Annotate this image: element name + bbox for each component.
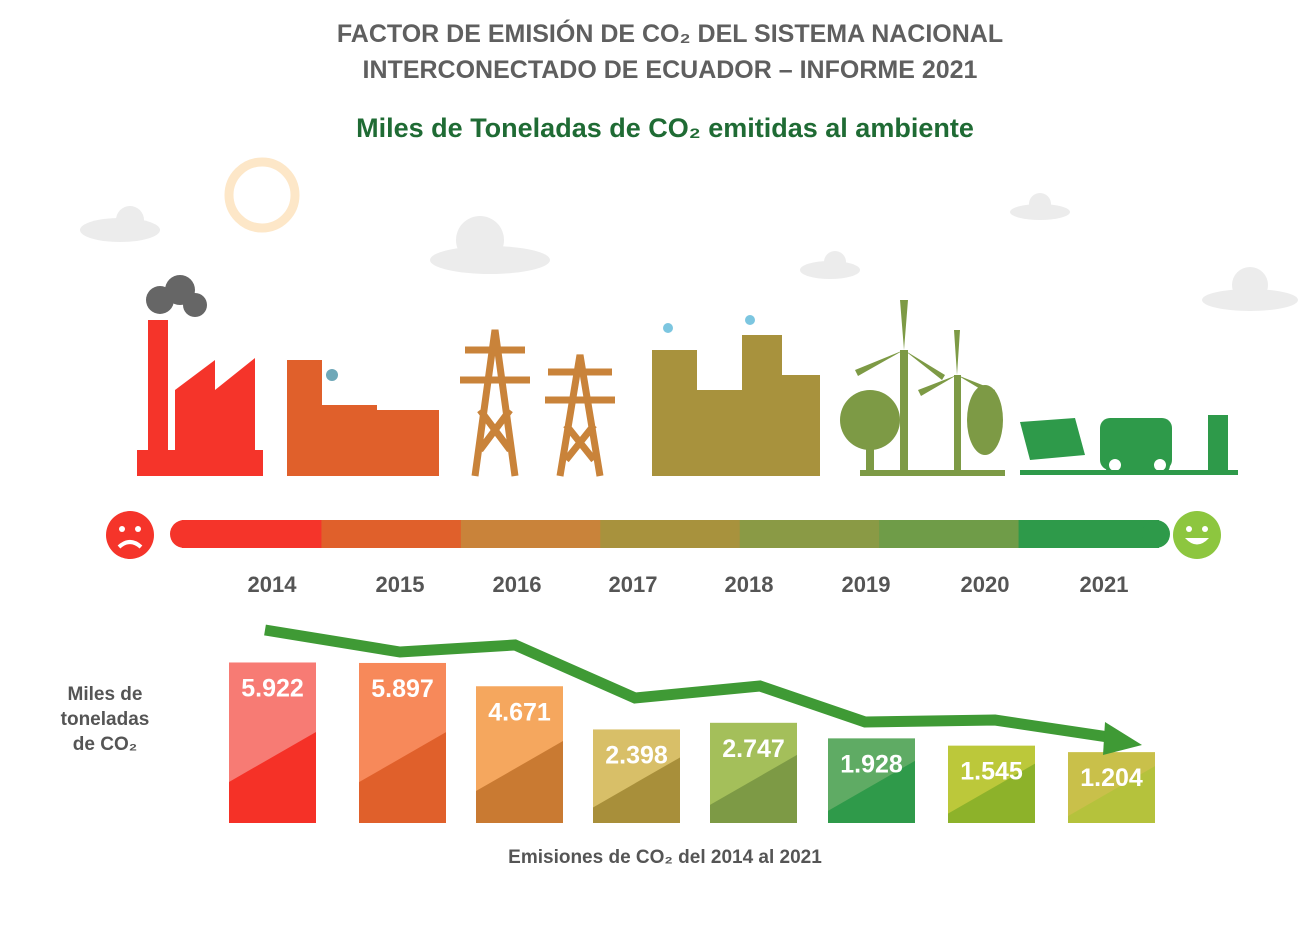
year-label: 2016: [492, 572, 542, 597]
year-label: 2018: [724, 572, 774, 597]
bar-dark: [828, 760, 915, 823]
city-buildings-icon: [652, 315, 820, 476]
emission-scale: [106, 511, 1221, 559]
transmission-tower-icon: [460, 329, 615, 477]
year-label: 2019: [841, 572, 891, 597]
scale-segment: [1018, 520, 1159, 548]
cloud-icon: [80, 193, 1298, 311]
illustration-strip: [80, 157, 1298, 477]
bar-dark: [1068, 766, 1155, 823]
scale-segment: [739, 520, 881, 548]
y-label-line: toneladas: [60, 709, 150, 730]
bar-value-label: 5.922: [241, 674, 304, 702]
year-label: 2021: [1079, 572, 1129, 597]
y-label-line: Miles de: [67, 684, 143, 705]
wind-turbine-icon: [840, 300, 1005, 476]
title-line-2: INTERCONECTADO DE ECUADOR – INFORME 2021: [362, 56, 978, 84]
bar-2014: 5.922: [229, 662, 316, 823]
factory-icon: [137, 275, 263, 476]
happy-face-icon: [1173, 511, 1221, 559]
scale-segment: [879, 520, 1020, 548]
industrial-plant-icon: [287, 360, 439, 476]
bar-dark: [710, 754, 797, 823]
bar-2015: 5.897: [359, 662, 446, 823]
bar-2019: 1.928: [828, 738, 915, 823]
scale-cap: [1142, 520, 1170, 548]
trend-arrowhead-icon: [1103, 722, 1142, 755]
bar-2017: 2.398: [593, 729, 680, 823]
bar-2021: 1.204: [1068, 752, 1155, 823]
subtitle: Miles de Toneladas de CO₂ emitidas al am…: [356, 113, 974, 143]
bar-value-label: 1.545: [960, 758, 1023, 786]
bar-value-label: 2.747: [722, 735, 785, 763]
bar-value-label: 2.398: [605, 741, 668, 769]
bar-chart: 5.922 5.897 4.671 2.398 2.747 1.928 1.545 1.204: [229, 624, 1155, 823]
y-axis-label: Miles de toneladas de CO₂: [40, 682, 170, 757]
title-line-1: FACTOR DE EMISIÓN DE CO₂ DEL SISTEMA NAC…: [336, 20, 1004, 48]
bar-dark: [948, 763, 1035, 823]
sad-face-icon: [106, 511, 154, 559]
bar-2016: 4.671: [476, 686, 563, 823]
trend-line: [264, 624, 1116, 744]
scale-segment: [460, 520, 602, 548]
bar-dark: [593, 757, 680, 823]
year-label: 2020: [960, 572, 1010, 597]
x-axis-label: Emisiones de CO₂ del 2014 al 2021: [508, 847, 822, 868]
bar-dark: [476, 741, 563, 823]
sun-icon: [224, 157, 300, 233]
bar-dark: [229, 732, 316, 823]
scale-cap: [170, 520, 198, 548]
solar-panel-ev-charger-icon: [1020, 415, 1238, 475]
year-label: 2014: [247, 572, 297, 597]
bar-value-label: 5.897: [371, 675, 434, 703]
year-label: 2015: [375, 572, 425, 597]
bar-dark: [359, 732, 446, 823]
scale-segment: [321, 520, 462, 548]
scale-segment: [182, 520, 323, 548]
year-label: 2017: [608, 572, 658, 597]
y-label-line: de CO₂: [72, 734, 138, 755]
scale-segment: [600, 520, 741, 548]
bar-2018: 2.747: [710, 722, 797, 823]
bar-value-label: 4.671: [488, 698, 551, 726]
bar-value-label: 1.204: [1080, 764, 1143, 792]
bar-2020: 1.545: [948, 745, 1035, 823]
bar-value-label: 1.928: [840, 750, 903, 778]
